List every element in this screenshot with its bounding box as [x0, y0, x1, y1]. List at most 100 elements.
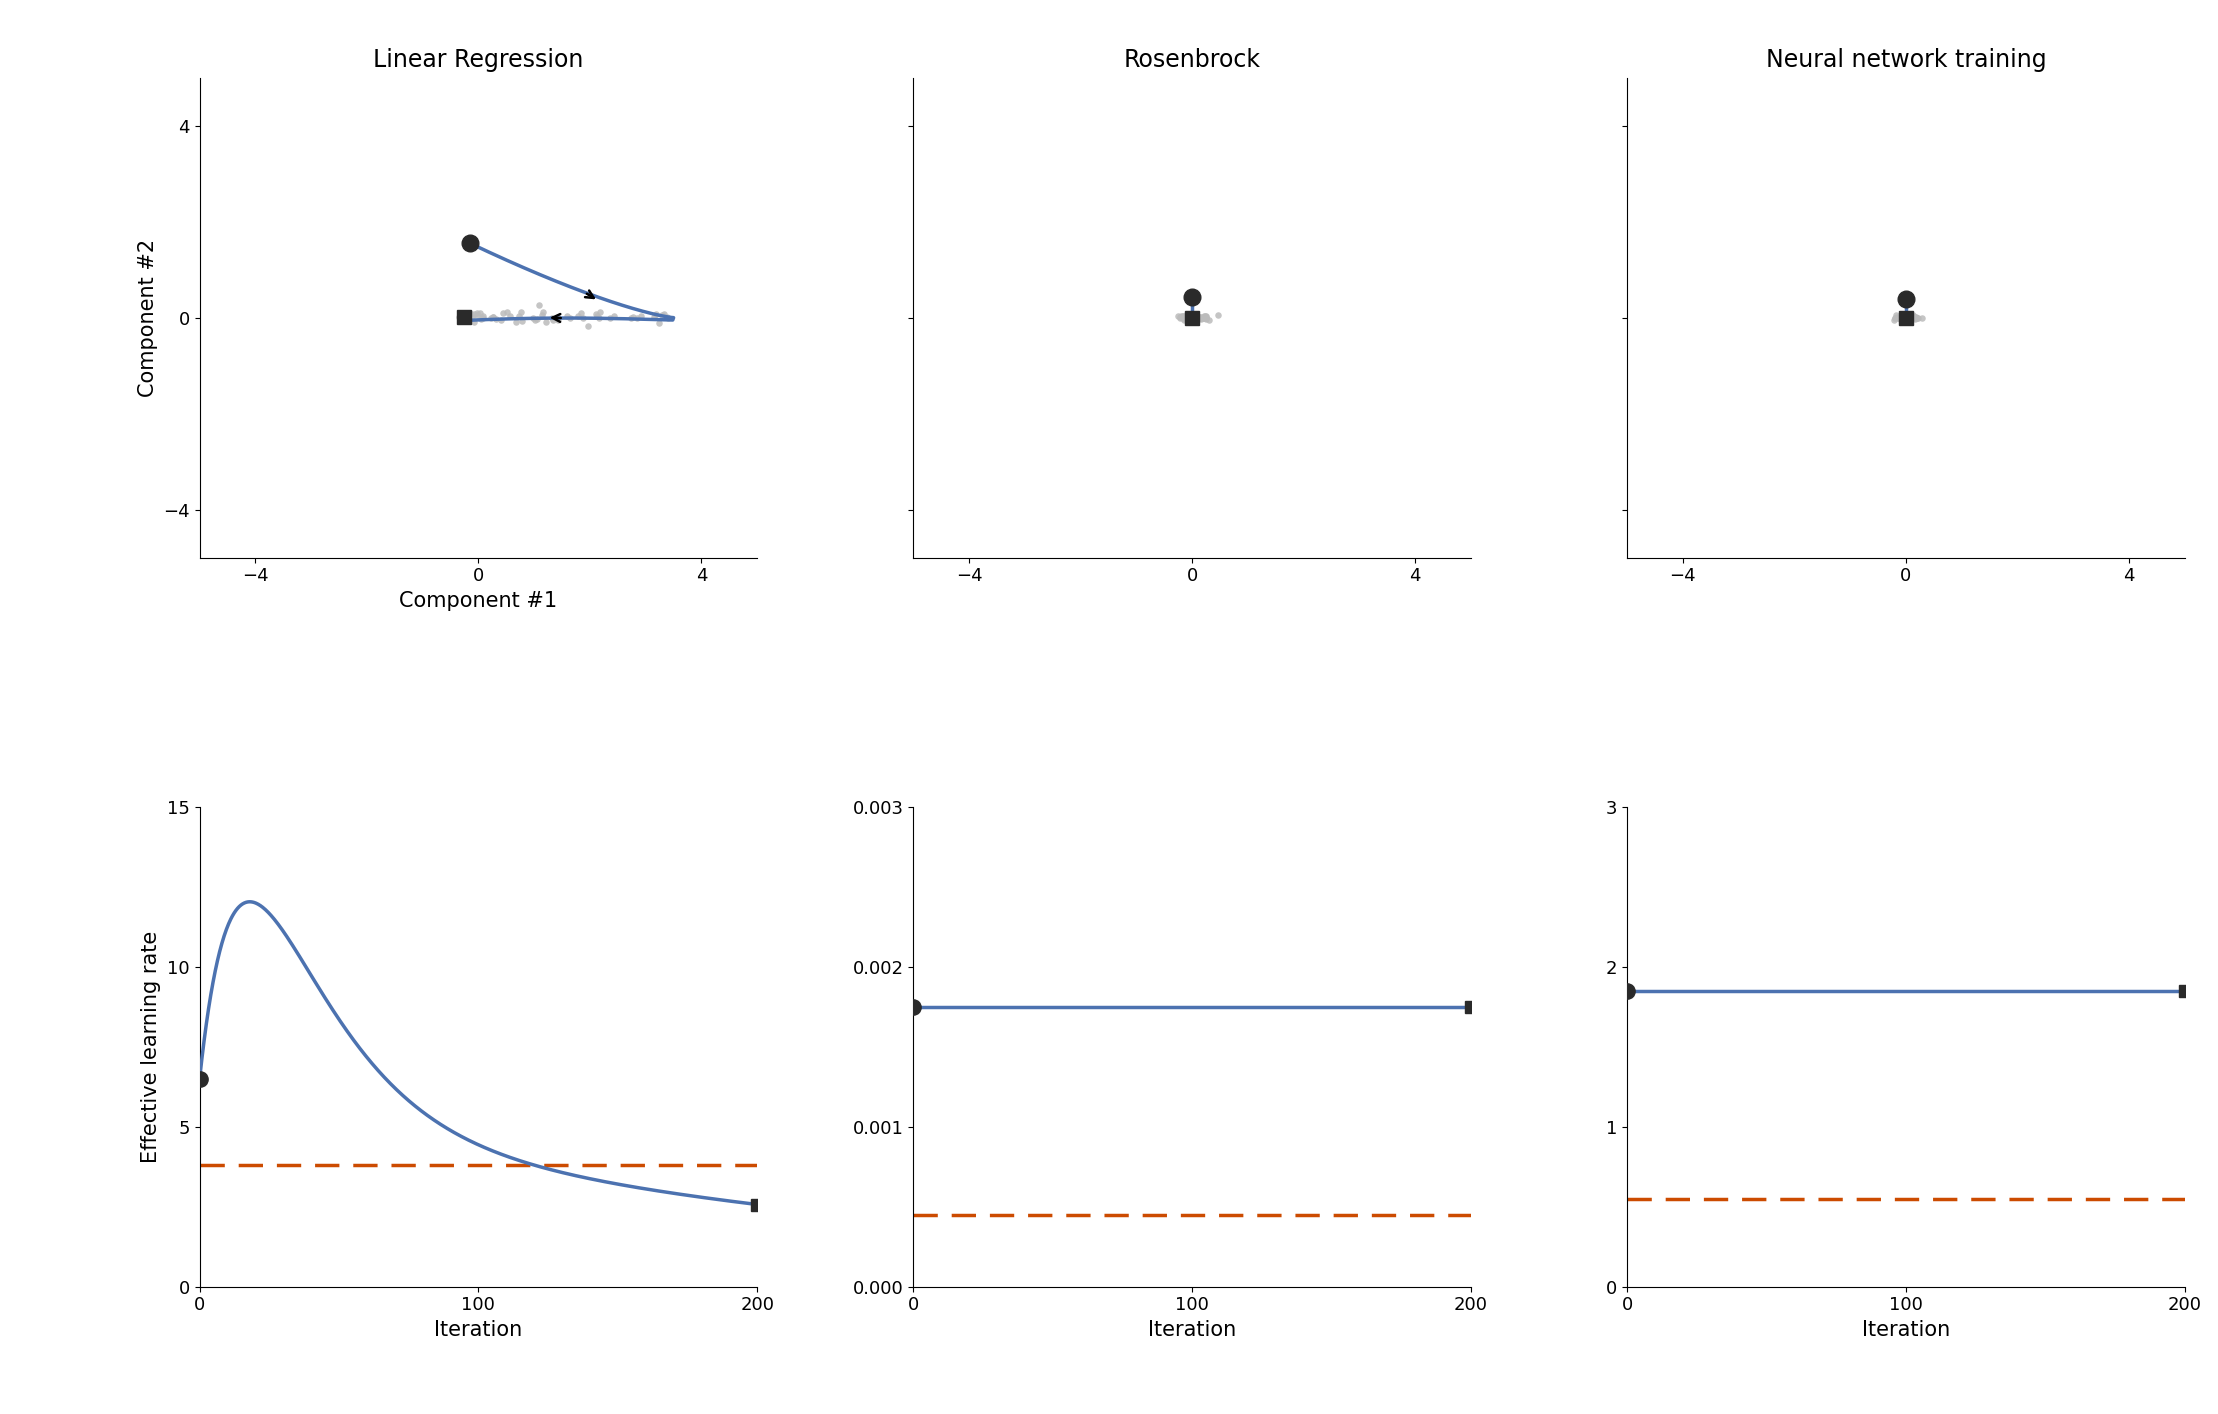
Point — [1888, 308, 1923, 331]
Point — [1881, 307, 1916, 329]
Point — [550, 304, 586, 327]
Point — [539, 310, 574, 332]
Point — [1171, 308, 1207, 331]
Y-axis label: Effective learning rate: Effective learning rate — [142, 930, 162, 1162]
Point — [1876, 308, 1912, 331]
Point — [1173, 307, 1209, 329]
Point — [1164, 307, 1200, 329]
Point — [1885, 307, 1921, 329]
Point — [614, 305, 650, 328]
Title: Neural network training: Neural network training — [1766, 48, 2047, 72]
Point — [1905, 307, 1941, 329]
Point — [1888, 308, 1923, 331]
Point — [650, 307, 685, 329]
Point — [1894, 307, 1930, 329]
Point — [1894, 304, 1930, 327]
Point — [1191, 308, 1227, 331]
Point — [503, 310, 539, 332]
Point — [1182, 305, 1218, 328]
Point — [1189, 307, 1224, 329]
Point — [579, 304, 614, 327]
Point — [1187, 305, 1222, 328]
Point — [563, 301, 599, 324]
Point — [1879, 304, 1914, 327]
Point — [1162, 305, 1198, 328]
Point — [1899, 307, 1934, 329]
Point — [552, 307, 588, 329]
Point — [1890, 307, 1925, 329]
Point — [1187, 307, 1222, 329]
Point — [1160, 305, 1196, 328]
Point — [579, 303, 614, 325]
Point — [526, 301, 561, 324]
Point — [441, 305, 477, 328]
Point — [1876, 307, 1912, 329]
Point — [521, 294, 557, 317]
Point — [484, 308, 519, 331]
Point — [566, 307, 601, 329]
Point — [1178, 305, 1213, 328]
Point — [1892, 305, 1927, 328]
Point — [639, 303, 674, 325]
Point — [450, 310, 486, 332]
Point — [1182, 305, 1218, 328]
Point — [464, 307, 499, 329]
Point — [1894, 305, 1930, 328]
Point — [466, 305, 501, 328]
Title: Rosenbrock: Rosenbrock — [1125, 48, 1260, 72]
Point — [1896, 308, 1932, 331]
Point — [486, 301, 521, 324]
Point — [1876, 307, 1912, 329]
Point — [1180, 305, 1215, 328]
Point — [455, 305, 490, 328]
Point — [1885, 304, 1921, 327]
Point — [446, 304, 481, 327]
Point — [1173, 305, 1209, 328]
Point — [1176, 305, 1211, 328]
Point — [519, 308, 554, 331]
Point — [1885, 305, 1921, 328]
X-axis label: Iteration: Iteration — [1149, 1321, 1235, 1340]
Point — [1176, 304, 1211, 327]
Point — [1176, 305, 1211, 328]
Point — [1187, 304, 1222, 327]
Point — [1184, 305, 1220, 328]
Point — [1883, 304, 1919, 327]
Point — [1171, 305, 1207, 328]
Point — [503, 301, 539, 324]
Y-axis label: Component #2: Component #2 — [138, 239, 157, 397]
Point — [1180, 307, 1215, 329]
Point — [1171, 308, 1207, 331]
Point — [1890, 304, 1925, 327]
Point — [475, 305, 510, 328]
Point — [1171, 305, 1207, 328]
Point — [1162, 307, 1198, 329]
Point — [1894, 307, 1930, 329]
Point — [444, 305, 479, 328]
Point — [499, 311, 535, 334]
Point — [1180, 307, 1215, 329]
Point — [1184, 307, 1220, 329]
Title: Linear Regression: Linear Regression — [373, 48, 583, 72]
Point — [1176, 308, 1211, 331]
Point — [1180, 307, 1215, 329]
Point — [1180, 307, 1215, 329]
Point — [448, 308, 484, 331]
Point — [1169, 303, 1204, 325]
Point — [1879, 305, 1914, 328]
Point — [1167, 305, 1202, 328]
Point — [1899, 307, 1934, 329]
Point — [612, 307, 648, 329]
Point — [645, 304, 681, 327]
Point — [1173, 304, 1209, 327]
Point — [1189, 307, 1224, 329]
Point — [619, 307, 654, 329]
Point — [1167, 308, 1202, 331]
Point — [1890, 305, 1925, 328]
Point — [1885, 307, 1921, 329]
Point — [1890, 307, 1925, 329]
Point — [641, 312, 676, 335]
Point — [490, 301, 526, 324]
Point — [1171, 308, 1207, 331]
Point — [1883, 307, 1919, 329]
